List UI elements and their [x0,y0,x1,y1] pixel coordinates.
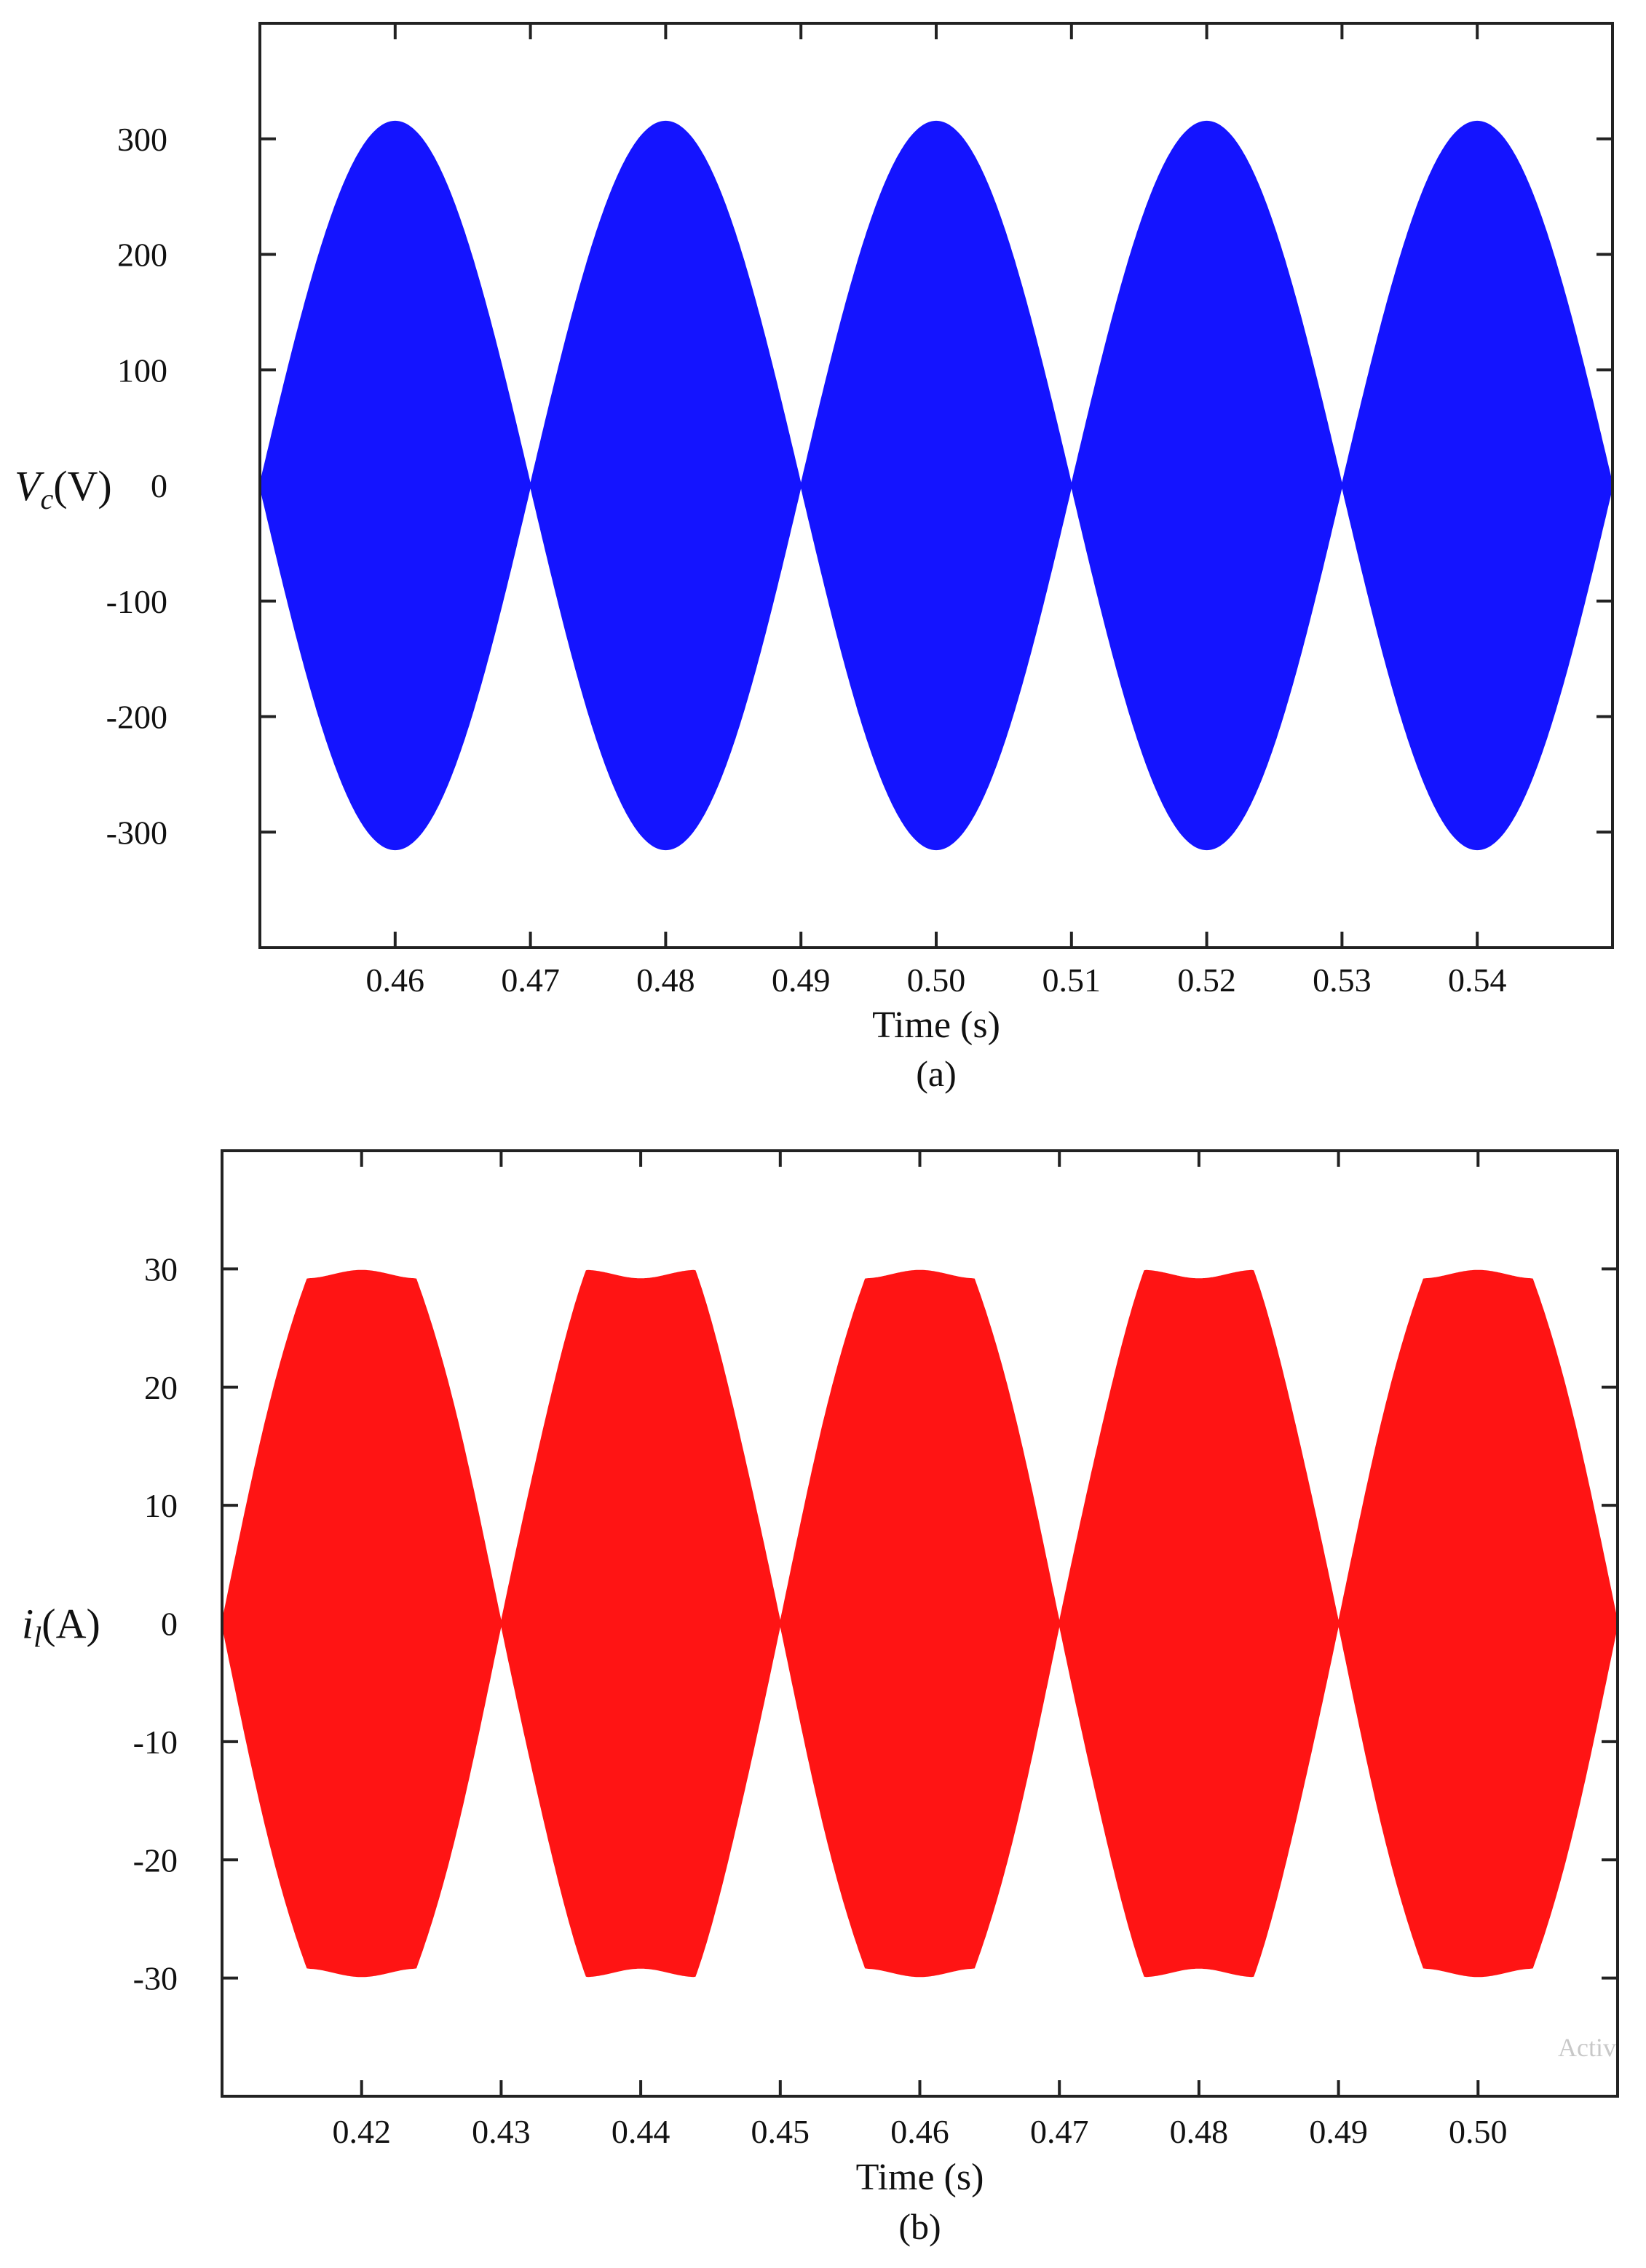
x-tick-label: 0.46 [890,2113,949,2150]
x-tick-label: 0.42 [332,2113,391,2150]
x-tick-label: 0.51 [1042,961,1101,999]
x-tick-label: 0.48 [636,961,695,999]
panel-a-x-axis-title: Time (s) [872,1004,1000,1046]
y-tick-label: 0 [161,1606,178,1643]
panel-a-y-axis-symbol: V [15,462,45,509]
y-tick-label: 20 [144,1369,178,1406]
panel-b-x-tick-labels: 0.42 0.43 0.44 0.45 0.46 0.47 0.48 0.49 0.50 [332,2113,1507,2150]
panel-b-y-axis-title: il(A) [22,1601,100,1654]
x-tick-label: 0.50 [1449,2113,1508,2150]
x-tick-label: 0.54 [1448,961,1507,999]
x-tick-label: 0.50 [907,961,966,999]
x-tick-label: 0.48 [1170,2113,1229,2150]
y-tick-label: -10 [133,1724,178,1761]
y-tick-label: 0 [151,467,167,504]
panel-a-x-tick-labels: 0.46 0.47 0.48 0.49 0.50 0.51 0.52 0.53 0.54 [366,961,1507,999]
panel-a-y-tick-labels: 300 200 100 0 -100 -200 -300 [106,121,167,852]
x-tick-label: 0.52 [1177,961,1236,999]
panel-b-y-axis-unit: (A) [41,1601,100,1648]
panel-b-y-axis-symbol: i [22,1601,33,1648]
y-tick-label: -20 [133,1841,178,1879]
series-envelope-area [258,120,1614,851]
panel-b-plot-frame [221,1149,1619,2098]
x-tick-label: 0.43 [472,2113,531,2150]
watermark-text: Activ [1558,2033,1616,2062]
x-tick-label: 0.46 [366,961,425,999]
x-tick-label: 0.47 [501,961,560,999]
panel-a-envelope-group [258,120,1614,851]
panel-a-caption: (a) [916,1053,957,1094]
panel-b-caption: (b) [898,2206,941,2247]
panel-a-y-axis-unit: (V) [53,462,112,509]
x-tick-label: 0.47 [1030,2113,1089,2150]
panel-a-plot-frame [258,22,1614,949]
x-tick-label: 0.44 [612,2113,670,2150]
x-tick-label: 0.53 [1313,961,1372,999]
panel-a-y-axis-title: Vc(V) [15,462,112,515]
y-tick-label: -200 [106,699,167,736]
chart-panel-a: 0.46 0.47 0.48 0.49 0.50 0.51 0.52 0.53 0.54 300… [15,22,1614,1094]
series-envelope-area [221,1269,1619,1978]
x-tick-label: 0.45 [751,2113,810,2150]
y-tick-label: 200 [117,237,167,274]
y-tick-label: 300 [117,121,167,158]
panel-b-envelope-group [221,1269,1619,1978]
panel-b-x-axis-title: Time (s) [856,2157,984,2198]
panel-b-y-tick-labels: 30 20 10 0 -10 -20 -30 [133,1250,178,1997]
y-tick-label: -300 [106,814,167,851]
panel-b-y-axis-subscript: l [33,1621,41,1654]
x-tick-label: 0.49 [1309,2113,1368,2150]
y-tick-label: 30 [144,1250,178,1288]
x-tick-label: 0.49 [772,961,831,999]
y-tick-label: -30 [133,1960,178,1997]
y-tick-label: 10 [144,1487,178,1524]
panel-b-ticks [222,1151,1618,2096]
y-tick-label: 100 [117,352,167,389]
chart-panel-b: 0.42 0.43 0.44 0.45 0.46 0.47 0.48 0.49 0.50 30 2… [22,1149,1619,2247]
y-tick-label: -100 [106,583,167,620]
panel-a-y-axis-subscript: c [40,483,53,515]
